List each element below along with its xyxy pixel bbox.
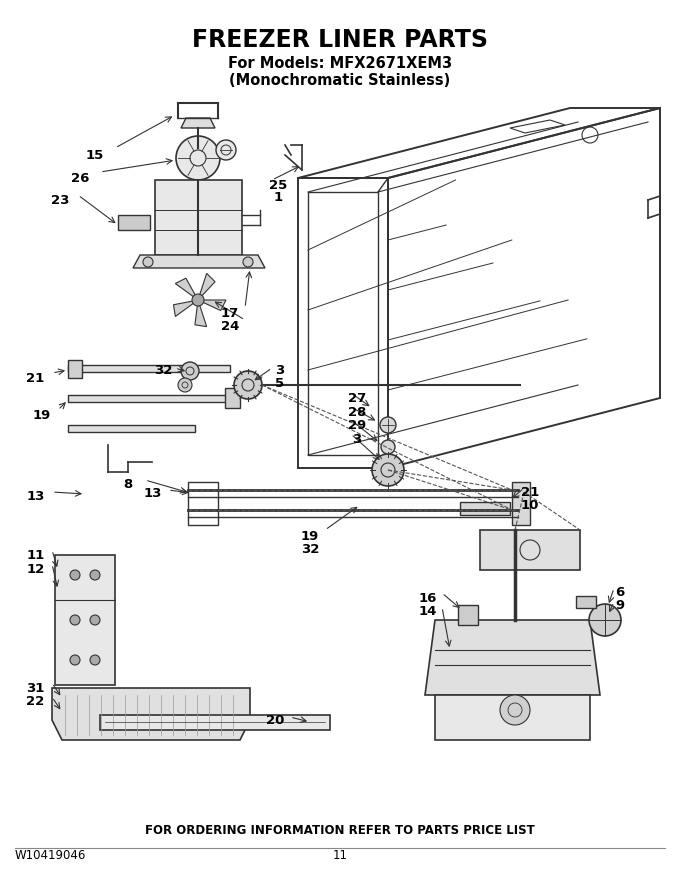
Text: (Monochromatic Stainless): (Monochromatic Stainless) <box>229 73 451 88</box>
Text: 11: 11 <box>333 848 347 862</box>
Circle shape <box>500 695 530 725</box>
Text: 17: 17 <box>221 306 239 319</box>
Text: FREEZER LINER PARTS: FREEZER LINER PARTS <box>192 28 488 52</box>
Text: 19: 19 <box>301 530 319 542</box>
Polygon shape <box>118 215 150 230</box>
Polygon shape <box>68 395 230 402</box>
Circle shape <box>192 294 204 306</box>
Polygon shape <box>198 300 226 311</box>
Text: 10: 10 <box>521 498 539 511</box>
Text: 3: 3 <box>352 432 362 445</box>
Circle shape <box>381 440 395 454</box>
Polygon shape <box>68 425 195 432</box>
Text: 32: 32 <box>301 542 319 555</box>
Text: 13: 13 <box>27 489 45 502</box>
Polygon shape <box>100 715 330 730</box>
Text: 14: 14 <box>419 605 437 618</box>
Text: 11: 11 <box>27 548 45 561</box>
Polygon shape <box>458 605 478 625</box>
Circle shape <box>178 378 192 392</box>
Text: 16: 16 <box>419 591 437 605</box>
Polygon shape <box>198 274 215 300</box>
Text: 12: 12 <box>27 562 45 576</box>
Text: 6: 6 <box>615 585 625 598</box>
Polygon shape <box>133 255 265 268</box>
Polygon shape <box>181 118 215 128</box>
Text: 32: 32 <box>154 363 172 377</box>
Text: 27: 27 <box>348 392 366 405</box>
Circle shape <box>589 604 621 636</box>
Text: 29: 29 <box>348 419 366 431</box>
Text: 9: 9 <box>615 598 624 612</box>
Text: 13: 13 <box>143 487 163 500</box>
Circle shape <box>143 257 153 267</box>
Text: 25: 25 <box>269 179 287 192</box>
Polygon shape <box>195 300 207 326</box>
Polygon shape <box>68 365 230 372</box>
Text: 24: 24 <box>221 319 239 333</box>
Circle shape <box>243 257 253 267</box>
Circle shape <box>216 140 236 160</box>
Text: 20: 20 <box>266 714 284 727</box>
Text: 26: 26 <box>71 172 89 185</box>
Text: 5: 5 <box>275 377 284 390</box>
Circle shape <box>90 615 100 625</box>
Circle shape <box>181 362 199 380</box>
Text: 8: 8 <box>123 478 133 490</box>
Polygon shape <box>460 502 510 515</box>
Text: 22: 22 <box>26 694 44 708</box>
Polygon shape <box>576 596 596 608</box>
Circle shape <box>70 655 80 665</box>
Text: W10419046: W10419046 <box>15 848 86 862</box>
Circle shape <box>90 655 100 665</box>
Polygon shape <box>155 180 242 255</box>
Text: 21: 21 <box>26 371 44 385</box>
Circle shape <box>176 136 220 180</box>
Circle shape <box>234 371 262 399</box>
Polygon shape <box>52 688 250 740</box>
Text: 23: 23 <box>51 194 69 207</box>
Text: 28: 28 <box>347 406 367 419</box>
Text: 31: 31 <box>26 681 44 694</box>
Polygon shape <box>435 695 590 740</box>
Text: 21: 21 <box>521 486 539 498</box>
Polygon shape <box>173 300 198 317</box>
Polygon shape <box>68 360 82 378</box>
Text: 19: 19 <box>33 408 51 422</box>
Polygon shape <box>225 388 240 408</box>
Circle shape <box>70 570 80 580</box>
Text: FOR ORDERING INFORMATION REFER TO PARTS PRICE LIST: FOR ORDERING INFORMATION REFER TO PARTS … <box>145 824 535 837</box>
Text: 3: 3 <box>275 363 285 377</box>
Polygon shape <box>480 530 580 570</box>
Polygon shape <box>175 278 198 300</box>
Polygon shape <box>512 482 530 525</box>
Polygon shape <box>55 555 115 685</box>
Text: For Models: MFX2671XEM3: For Models: MFX2671XEM3 <box>228 56 452 71</box>
Polygon shape <box>425 620 600 695</box>
Circle shape <box>372 454 404 486</box>
Text: 15: 15 <box>86 149 104 162</box>
Circle shape <box>70 615 80 625</box>
Circle shape <box>90 570 100 580</box>
Text: 1: 1 <box>273 190 283 203</box>
Circle shape <box>380 417 396 433</box>
